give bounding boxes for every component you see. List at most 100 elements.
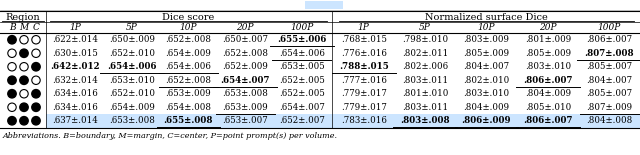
Text: .653±.007: .653±.007 (222, 116, 268, 125)
Text: Region: Region (6, 13, 40, 22)
Text: 20P: 20P (236, 24, 254, 33)
Text: .622±.014: .622±.014 (52, 35, 98, 44)
Bar (46, 114, 640, 128)
Text: .654±.006: .654±.006 (166, 62, 211, 71)
Bar (305, 1, 343, 9)
Circle shape (32, 103, 40, 111)
Text: .653±.010: .653±.010 (109, 76, 155, 85)
Circle shape (32, 90, 40, 98)
Text: .803±.009: .803±.009 (463, 35, 509, 44)
Text: Dice score: Dice score (163, 13, 214, 22)
Text: .807±.008: .807±.008 (584, 49, 634, 58)
Text: .652±.010: .652±.010 (109, 89, 155, 98)
Text: .655±.006: .655±.006 (277, 35, 326, 44)
Text: .804±.007: .804±.007 (463, 62, 509, 71)
Text: .654±.007: .654±.007 (279, 103, 324, 112)
Text: .804±.009: .804±.009 (463, 103, 509, 112)
Circle shape (8, 117, 16, 125)
Text: .652±.008: .652±.008 (166, 35, 211, 44)
Text: .805±.007: .805±.007 (586, 62, 632, 71)
Circle shape (32, 63, 40, 71)
Circle shape (8, 35, 16, 44)
Text: .801±.010: .801±.010 (402, 89, 448, 98)
Text: .654±.008: .654±.008 (166, 103, 211, 112)
Text: .652±.010: .652±.010 (109, 49, 155, 58)
Text: .652±.005: .652±.005 (279, 89, 324, 98)
Text: .807±.009: .807±.009 (586, 103, 632, 112)
Text: .779±.017: .779±.017 (340, 89, 387, 98)
Text: .654±.007: .654±.007 (220, 76, 270, 85)
Text: .805±.007: .805±.007 (586, 89, 632, 98)
Text: .802±.006: .802±.006 (402, 62, 448, 71)
Text: .779±.017: .779±.017 (340, 103, 387, 112)
Text: .806±.009: .806±.009 (461, 116, 511, 125)
Text: 20P: 20P (539, 24, 557, 33)
Text: .652±.008: .652±.008 (166, 76, 211, 85)
Text: 1P: 1P (358, 24, 369, 33)
Text: .805±.009: .805±.009 (525, 49, 571, 58)
Text: Abbreviations. B=boundary, M=margin, C=center, P=point prompt(s) per volume.: Abbreviations. B=boundary, M=margin, C=c… (3, 132, 338, 140)
Text: .798±.010: .798±.010 (402, 35, 448, 44)
Text: .804±.009: .804±.009 (525, 89, 571, 98)
Text: .802±.011: .802±.011 (402, 49, 448, 58)
Circle shape (8, 90, 16, 98)
Text: .637±.014: .637±.014 (52, 116, 98, 125)
Text: B: B (9, 24, 15, 33)
Text: .653±.008: .653±.008 (222, 89, 268, 98)
Text: 10P: 10P (180, 24, 197, 33)
Text: .634±.016: .634±.016 (52, 103, 98, 112)
Circle shape (20, 103, 28, 111)
Text: .654±.009: .654±.009 (166, 49, 211, 58)
Text: .650±.007: .650±.007 (222, 35, 268, 44)
Text: .803±.011: .803±.011 (402, 76, 448, 85)
Text: .802±.010: .802±.010 (463, 76, 509, 85)
Text: .652±.009: .652±.009 (222, 62, 268, 71)
Circle shape (20, 117, 28, 125)
Text: .804±.007: .804±.007 (586, 76, 632, 85)
Text: 100P: 100P (598, 24, 621, 33)
Text: .630±.015: .630±.015 (52, 49, 98, 58)
Text: .804±.008: .804±.008 (586, 116, 632, 125)
Text: .653±.008: .653±.008 (109, 116, 155, 125)
Text: .768±.015: .768±.015 (340, 35, 387, 44)
Text: .652±.007: .652±.007 (279, 116, 324, 125)
Circle shape (32, 117, 40, 125)
Text: .805±.009: .805±.009 (463, 49, 509, 58)
Text: 5P: 5P (126, 24, 138, 33)
Text: .783±.016: .783±.016 (340, 116, 387, 125)
Text: .803±.010: .803±.010 (525, 62, 571, 71)
Text: .803±.010: .803±.010 (463, 89, 509, 98)
Text: .788±.015: .788±.015 (339, 62, 388, 71)
Text: .642±.012: .642±.012 (51, 62, 100, 71)
Text: .654±.006: .654±.006 (279, 49, 324, 58)
Circle shape (20, 49, 28, 58)
Text: 1P: 1P (69, 24, 81, 33)
Text: .806±.007: .806±.007 (523, 76, 573, 85)
Text: .654±.009: .654±.009 (109, 103, 155, 112)
Text: .803±.008: .803±.008 (400, 116, 450, 125)
Text: M: M (19, 24, 29, 33)
Text: .803±.011: .803±.011 (402, 103, 448, 112)
Text: .805±.010: .805±.010 (525, 103, 571, 112)
Text: .801±.009: .801±.009 (525, 35, 571, 44)
Text: .806±.007: .806±.007 (586, 35, 632, 44)
Text: .654±.006: .654±.006 (107, 62, 157, 71)
Text: .632±.014: .632±.014 (52, 76, 98, 85)
Text: C: C (33, 24, 40, 33)
Text: 5P: 5P (419, 24, 431, 33)
Text: .652±.008: .652±.008 (222, 49, 268, 58)
Text: .776±.016: .776±.016 (340, 49, 387, 58)
Text: .653±.005: .653±.005 (279, 62, 324, 71)
Text: .652±.005: .652±.005 (279, 76, 324, 85)
Text: .653±.009: .653±.009 (222, 103, 268, 112)
Text: Normalized surface Dice: Normalized surface Dice (425, 13, 548, 22)
Text: .634±.016: .634±.016 (52, 89, 98, 98)
Text: .653±.009: .653±.009 (166, 89, 211, 98)
Text: .806±.007: .806±.007 (523, 116, 573, 125)
Text: 100P: 100P (290, 24, 314, 33)
Text: .777±.016: .777±.016 (340, 76, 387, 85)
Text: .655±.008: .655±.008 (164, 116, 213, 125)
Circle shape (20, 76, 28, 84)
Text: 10P: 10P (477, 24, 495, 33)
Circle shape (8, 76, 16, 84)
